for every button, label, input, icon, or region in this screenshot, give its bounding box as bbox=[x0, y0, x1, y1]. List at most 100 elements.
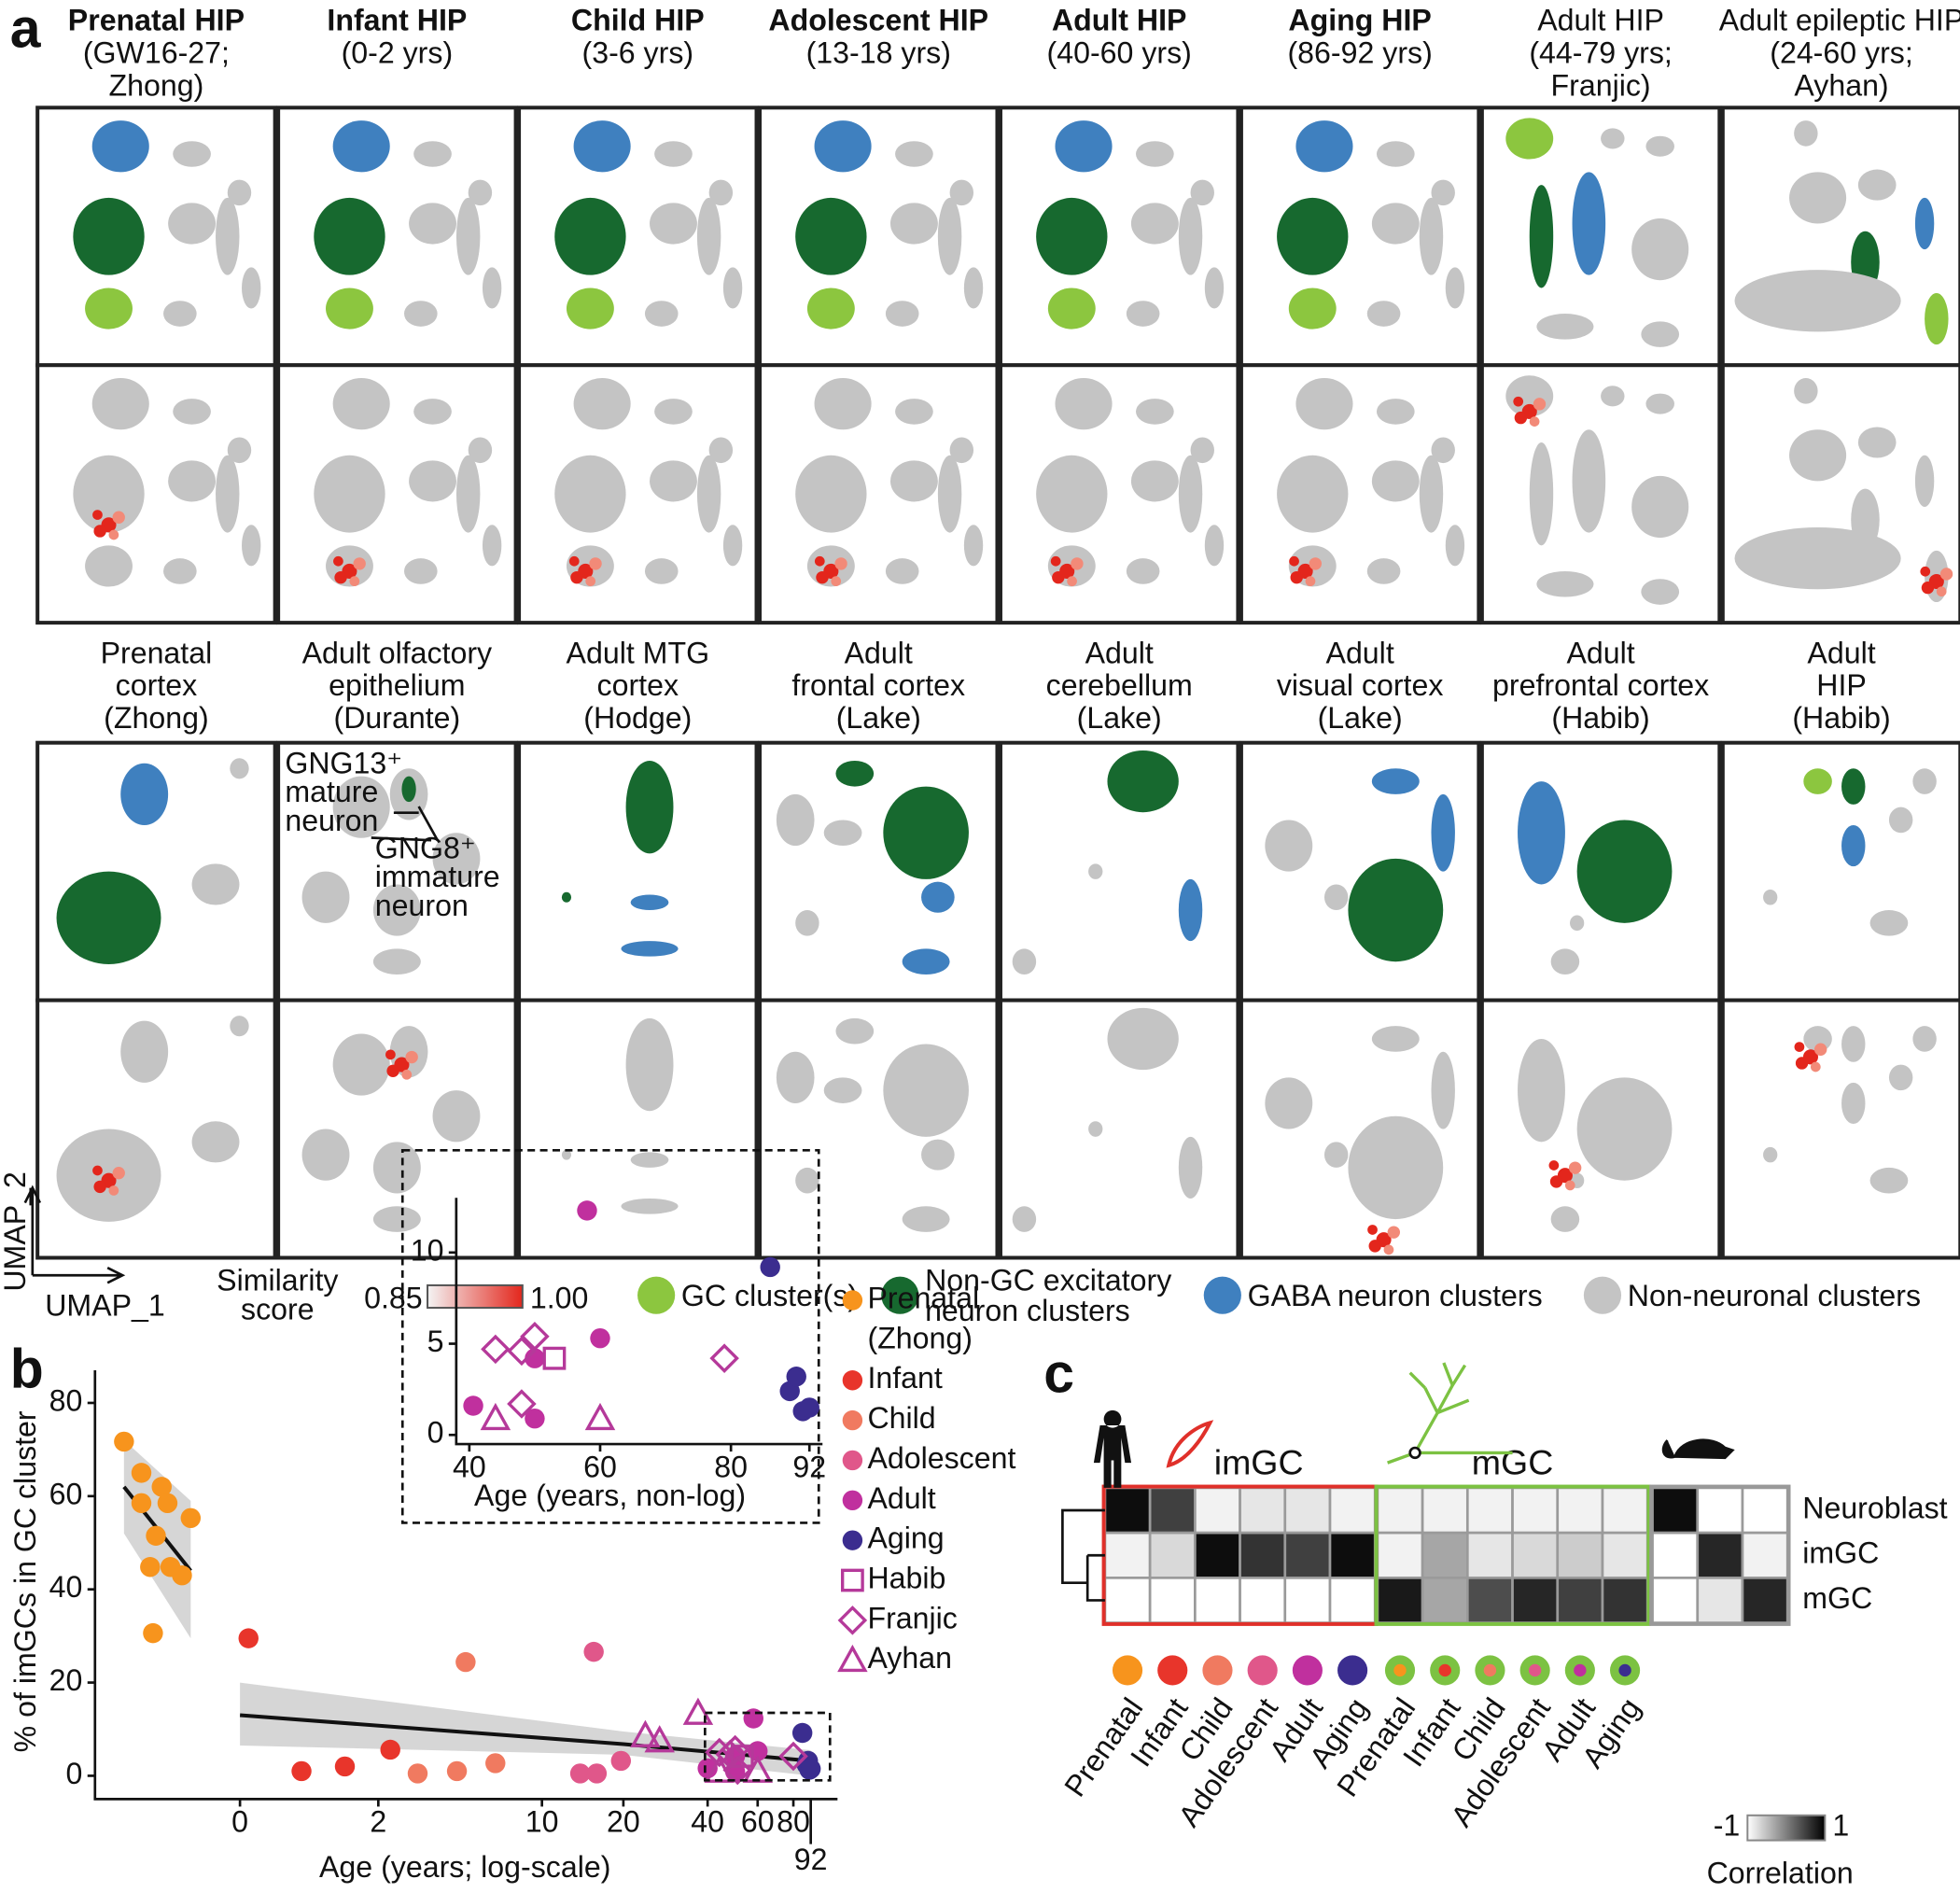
umap-cluster bbox=[1178, 878, 1203, 942]
colorbar-tick-label: 1 bbox=[1832, 1809, 1849, 1843]
x-tick-label: 40 bbox=[691, 1805, 724, 1839]
y-tick-label: 0 bbox=[427, 1416, 444, 1450]
umap-cluster bbox=[696, 197, 721, 275]
umap-cluster bbox=[1419, 197, 1444, 275]
heatmap-cell bbox=[1556, 1576, 1604, 1624]
colorbar-tick-label: -1 bbox=[1714, 1809, 1741, 1843]
umap-cluster bbox=[1529, 442, 1554, 546]
similarity-spot bbox=[334, 570, 347, 584]
legend-label: Non-GC excitatory bbox=[925, 1264, 1171, 1297]
heatmap-cell bbox=[1696, 1576, 1744, 1624]
legend-label: Child bbox=[867, 1401, 935, 1435]
column-dot bbox=[1292, 1655, 1323, 1686]
umap-cluster bbox=[1136, 141, 1174, 167]
column-dot bbox=[1393, 1663, 1407, 1677]
umap-cluster bbox=[227, 437, 252, 464]
umap-cluster bbox=[372, 1142, 421, 1194]
heatmap-cell bbox=[1601, 1531, 1649, 1579]
panel-title: epithelium bbox=[329, 668, 465, 702]
heatmap-cell bbox=[1741, 1531, 1789, 1579]
umap-cluster bbox=[823, 820, 862, 847]
group-label: mGC bbox=[1472, 1443, 1554, 1482]
heatmap-cell bbox=[1556, 1531, 1604, 1579]
umap-cluster bbox=[191, 863, 240, 905]
column-dot bbox=[1528, 1663, 1542, 1677]
similarity-spot bbox=[1794, 1042, 1805, 1052]
column-dot bbox=[1438, 1663, 1451, 1677]
group-frame bbox=[1374, 1484, 1651, 1626]
legend-label: Ayhan bbox=[867, 1641, 952, 1675]
umap-cluster bbox=[573, 120, 631, 173]
heatmap-cell bbox=[1556, 1486, 1604, 1535]
row-label: imGC bbox=[1802, 1536, 1879, 1570]
x-tick-label: 2 bbox=[370, 1805, 386, 1839]
umap-cluster bbox=[1734, 270, 1901, 332]
umap-cluster bbox=[1295, 120, 1353, 173]
umap-cluster bbox=[776, 793, 815, 847]
similarity-spot bbox=[816, 570, 829, 584]
umap-cluster bbox=[823, 1077, 862, 1103]
panel-title: Adult HIP bbox=[1537, 4, 1664, 37]
column-dot bbox=[1247, 1655, 1278, 1686]
umap-cluster bbox=[242, 267, 261, 309]
umap-frame bbox=[758, 740, 1000, 1003]
umap-cluster bbox=[902, 1206, 950, 1232]
point bbox=[507, 1336, 537, 1367]
umap-cluster bbox=[1036, 197, 1108, 275]
similarity-spot bbox=[1383, 1244, 1394, 1255]
umap-cluster bbox=[1178, 455, 1203, 533]
similarity-spot bbox=[401, 1069, 413, 1080]
similarity-spot bbox=[386, 1064, 399, 1077]
panel-title: visual cortex bbox=[1277, 668, 1444, 702]
annotation: immature bbox=[375, 860, 500, 893]
similarity-spot bbox=[1387, 1226, 1400, 1239]
panel-title: (Hodge) bbox=[583, 701, 692, 735]
umap-cluster bbox=[644, 558, 679, 584]
point bbox=[786, 1367, 806, 1387]
umap-cluster bbox=[1371, 203, 1420, 245]
umap-cluster bbox=[1130, 460, 1179, 502]
inset-box bbox=[400, 1148, 820, 1524]
panel-title: Ayhan) bbox=[1794, 68, 1888, 102]
umap-cluster bbox=[1857, 169, 1897, 201]
heatmap-cell bbox=[1328, 1531, 1377, 1579]
heatmap-cell bbox=[1103, 1576, 1152, 1624]
heatmap-cell bbox=[1465, 1576, 1514, 1624]
point bbox=[704, 1737, 735, 1768]
correlation-colorbar bbox=[1746, 1814, 1827, 1842]
umap-cluster bbox=[468, 179, 493, 206]
umap-cluster bbox=[1371, 460, 1420, 502]
umap-cluster bbox=[722, 267, 743, 309]
point bbox=[446, 1760, 468, 1782]
umap-cluster bbox=[432, 833, 481, 885]
point bbox=[590, 1327, 610, 1349]
umap-cluster bbox=[895, 141, 933, 167]
similarity-spot bbox=[1549, 1175, 1563, 1188]
similarity-spot bbox=[385, 1049, 396, 1060]
umap-cluster bbox=[1323, 1142, 1349, 1168]
similarity-spot bbox=[1513, 396, 1524, 407]
umap-cluster bbox=[120, 763, 169, 825]
similarity-spot bbox=[405, 1050, 418, 1064]
umap-cluster bbox=[963, 525, 984, 567]
umap-cluster bbox=[301, 871, 350, 923]
neuron-soma bbox=[1408, 1446, 1421, 1460]
point bbox=[791, 1722, 813, 1744]
umap-cluster bbox=[1323, 884, 1349, 911]
heatmap-cell bbox=[1601, 1576, 1649, 1624]
umap-cluster bbox=[1288, 287, 1337, 330]
umap-cluster bbox=[895, 399, 933, 425]
panel-letter: b bbox=[10, 1339, 44, 1399]
human-icon bbox=[1093, 1409, 1132, 1488]
annotation: neuron bbox=[375, 889, 469, 922]
umap-frame bbox=[1239, 740, 1481, 1003]
umap-cluster bbox=[85, 287, 133, 330]
heatmap-cell bbox=[1465, 1486, 1514, 1535]
similarity-spot bbox=[1050, 555, 1061, 567]
heatmap-cell bbox=[1148, 1486, 1197, 1535]
umap-cluster bbox=[216, 197, 240, 275]
neuron-icon bbox=[1387, 1362, 1513, 1465]
heatmap-cell bbox=[1148, 1531, 1197, 1579]
umap-frame bbox=[1239, 998, 1481, 1260]
similarity-spot bbox=[349, 576, 360, 587]
